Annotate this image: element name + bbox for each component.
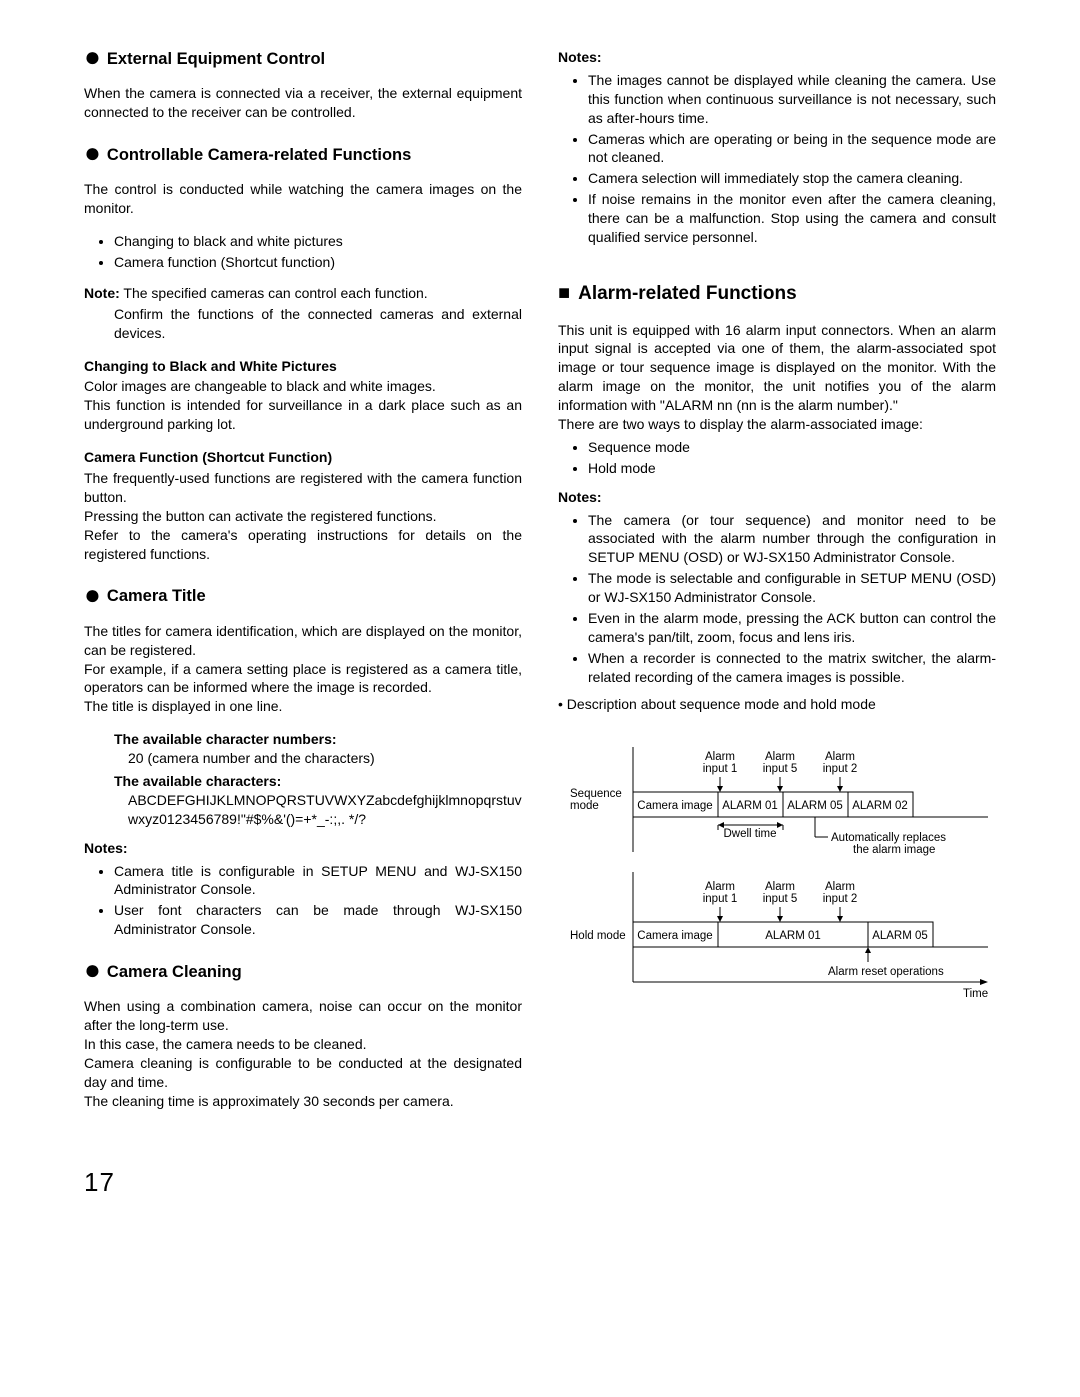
note-text: The specified cameras can control each f… [120, 285, 428, 301]
subhead-shortcut: Camera Function (Shortcut Function) [84, 448, 522, 467]
list-item: The mode is selectable and configurable … [588, 569, 996, 607]
p: Color images are changeable to black and… [84, 377, 522, 396]
p: When using a combination camera, noise c… [84, 997, 522, 1035]
svg-text:Camera image: Camera image [637, 930, 712, 942]
svg-text:ALARM 05: ALARM 05 [872, 930, 928, 942]
svg-text:input 5: input 5 [763, 893, 798, 905]
list-item: Hold mode [588, 459, 996, 478]
list-item: Camera title is configurable in SETUP ME… [114, 862, 522, 900]
arrow-icon [717, 777, 843, 792]
svg-text:Alarm: Alarm [825, 751, 855, 763]
svg-text:Sequence: Sequence [570, 788, 622, 800]
p: Camera cleaning is configurable to be co… [84, 1054, 522, 1092]
list-item: The camera (or tour sequence) and monito… [588, 511, 996, 568]
p: The cleaning time is approximately 30 se… [84, 1092, 522, 1111]
svg-text:Automatically replaces: Automatically replaces [831, 832, 946, 844]
list: Sequence mode Hold mode [558, 438, 996, 478]
d-a02: ALARM 02 [852, 800, 908, 812]
list: Changing to black and white pictures Cam… [84, 232, 522, 272]
svg-text:input 5: input 5 [763, 763, 798, 775]
h-text: Camera Title [107, 585, 206, 607]
note-label: Note: [84, 285, 120, 301]
h-text: Controllable Camera-related Functions [107, 144, 411, 166]
desc-line: • Description about sequence mode and ho… [558, 695, 996, 714]
subhead-bw: Changing to Black and White Pictures [84, 357, 522, 376]
d-ain1: Alarm [705, 751, 735, 763]
list-item: Sequence mode [588, 438, 996, 457]
alarm-diagram: Camera image ALARM 01 ALARM 05 ALARM 02 … [558, 727, 996, 1017]
svg-text:Alarm: Alarm [765, 881, 795, 893]
p: Refer to the camera's operating instruct… [84, 526, 522, 564]
d-hold: Hold mode [570, 930, 626, 942]
note: Note: The specified cameras can control … [84, 284, 522, 303]
h-text: Alarm-related Functions [578, 281, 797, 307]
char-list-text: ABCDEFGHIJKLMNOPQRSTUVWXYZabcdefghijklmn… [84, 791, 522, 829]
notes-head: Notes: [84, 839, 522, 858]
svg-text:input 2: input 2 [823, 763, 858, 775]
list-item: Even in the alarm mode, pressing the ACK… [588, 609, 996, 647]
list-item: Cameras which are operating or being in … [588, 130, 996, 168]
char-num-text: 20 (camera number and the characters) [84, 749, 522, 768]
d-dwell: Dwell time [723, 828, 776, 840]
d-cam: Camera image [637, 800, 712, 812]
svg-text:input 1: input 1 [703, 763, 738, 775]
p: In this case, the camera needs to be cle… [84, 1035, 522, 1054]
d-a05: ALARM 05 [787, 800, 843, 812]
list: Camera title is configurable in SETUP ME… [84, 862, 522, 940]
p: There are two ways to display the alarm-… [558, 415, 996, 434]
list-item: User font characters can be made through… [114, 901, 522, 939]
h-text: External Equipment Control [107, 48, 325, 70]
section-external-equip: ● External Equipment Control [84, 48, 522, 70]
p: This function is intended for surveillan… [84, 396, 522, 434]
char-num-head: The available character numbers: [84, 730, 522, 749]
p: The frequently-used functions are regist… [84, 469, 522, 507]
page-number: 17 [84, 1165, 996, 1200]
svg-text:Alarm: Alarm [825, 881, 855, 893]
list-item: When a recorder is connected to the matr… [588, 649, 996, 687]
list-item: Camera selection will immediately stop t… [588, 169, 996, 188]
svg-text:ALARM 01: ALARM 01 [765, 930, 821, 942]
section-camera-title: ● Camera Title [84, 585, 522, 607]
list-item: The images cannot be displayed while cle… [588, 71, 996, 128]
list: The camera (or tour sequence) and monito… [558, 511, 996, 687]
svg-text:the alarm image: the alarm image [853, 844, 935, 856]
p: Pressing the button can activate the reg… [84, 507, 522, 526]
p: The control is conducted while watching … [84, 180, 522, 218]
p: The titles for camera identification, wh… [84, 622, 522, 660]
svg-text:mode: mode [570, 800, 599, 812]
d-reset: Alarm reset operations [828, 966, 944, 978]
notes-head: Notes: [558, 48, 996, 67]
p: For example, if a camera setting place i… [84, 660, 522, 698]
d-time: Time [963, 988, 988, 1000]
section-alarm: ■ Alarm-related Functions [558, 281, 996, 307]
list-item: Camera function (Shortcut function) [114, 253, 522, 272]
p: The title is displayed in one line. [84, 697, 522, 716]
section-controllable: ● Controllable Camera-related Functions [84, 144, 522, 166]
svg-text:Alarm: Alarm [705, 881, 735, 893]
section-camera-cleaning: ● Camera Cleaning [84, 961, 522, 983]
svg-text:input 1: input 1 [703, 893, 738, 905]
char-list-head: The available characters: [84, 772, 522, 791]
list-item: If noise remains in the monitor even aft… [588, 190, 996, 247]
d-a01: ALARM 01 [722, 800, 778, 812]
h-text: Camera Cleaning [107, 961, 242, 983]
svg-text:Alarm: Alarm [765, 751, 795, 763]
p: When the camera is connected via a recei… [84, 84, 522, 122]
list: The images cannot be displayed while cle… [558, 71, 996, 247]
note-cont: Confirm the functions of the connected c… [84, 305, 522, 343]
list-item: Changing to black and white pictures [114, 232, 522, 251]
svg-text:input 2: input 2 [823, 893, 858, 905]
notes-head: Notes: [558, 488, 996, 507]
p: This unit is equipped with 16 alarm inpu… [558, 321, 996, 415]
